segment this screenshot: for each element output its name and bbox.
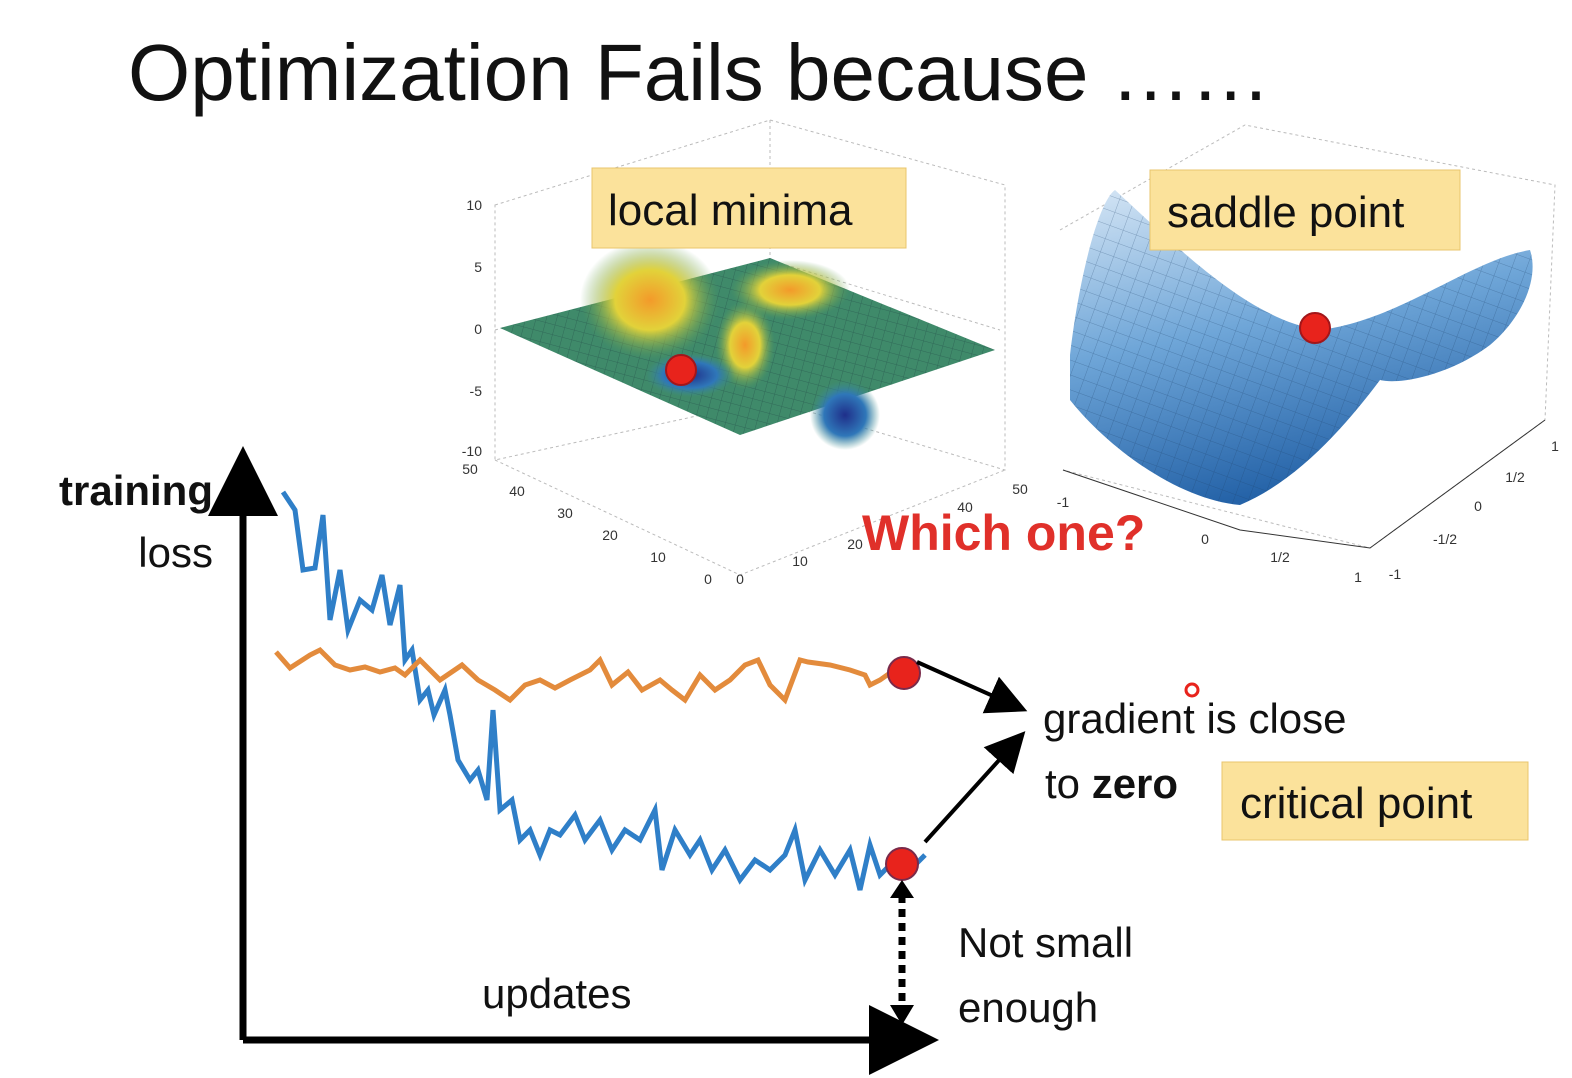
tick-label: 0 — [704, 571, 712, 587]
tick-label: 40 — [509, 483, 525, 499]
label: saddle point — [1167, 188, 1404, 237]
tick-label: 5 — [474, 259, 482, 275]
loss-graph — [208, 446, 1200, 1075]
tick-label: 1 — [1551, 438, 1559, 454]
tick-label: 40 — [957, 499, 973, 515]
label-box — [591, 167, 907, 249]
note-line: enough — [958, 984, 1098, 1031]
note-prefix: to — [1045, 760, 1080, 807]
saddle-plot — [1059, 124, 1556, 549]
note-line: Not small — [958, 919, 1133, 966]
tick-label: -1 — [1389, 566, 1402, 582]
note-line: gradient is close — [1043, 695, 1347, 742]
tick-label: -5 — [470, 383, 483, 399]
label: local minima — [608, 186, 853, 235]
tick-label: 30 — [557, 505, 573, 521]
tick-label: -1/2 — [1433, 531, 1457, 547]
x-label: updates — [482, 970, 631, 1017]
tick-label: 1/2 — [1505, 469, 1525, 485]
tick-label: 10 — [792, 553, 808, 569]
y-label-bold: training — [59, 467, 213, 514]
tick-label: 20 — [847, 536, 863, 552]
tick-label: 10 — [466, 197, 482, 213]
tick-label: -1 — [1057, 494, 1070, 510]
tick-label: 0 — [1201, 531, 1209, 547]
note-line: to zero — [1045, 760, 1178, 807]
tick-label: -10 — [462, 443, 482, 459]
y-label: loss — [138, 529, 213, 576]
title: Optimization Fails because …… — [128, 28, 1271, 117]
tick-label: 0 — [1474, 498, 1482, 514]
tick-label: 1/2 — [1270, 549, 1290, 565]
local-minima-plot — [494, 119, 1006, 576]
tick-label: 50 — [1012, 481, 1028, 497]
tick-label: 50 — [462, 461, 478, 477]
tick-label: 1 — [1354, 569, 1362, 585]
label: critical point — [1240, 779, 1472, 828]
label-box — [1149, 169, 1461, 251]
tick-label: 20 — [602, 527, 618, 543]
label-box — [1221, 761, 1529, 841]
tick-label: 0 — [474, 321, 482, 337]
tick-label: 0 — [736, 571, 744, 587]
tick-label: 10 — [650, 549, 666, 565]
note-bold: zero — [1092, 760, 1178, 807]
question: Which one? — [862, 505, 1145, 561]
